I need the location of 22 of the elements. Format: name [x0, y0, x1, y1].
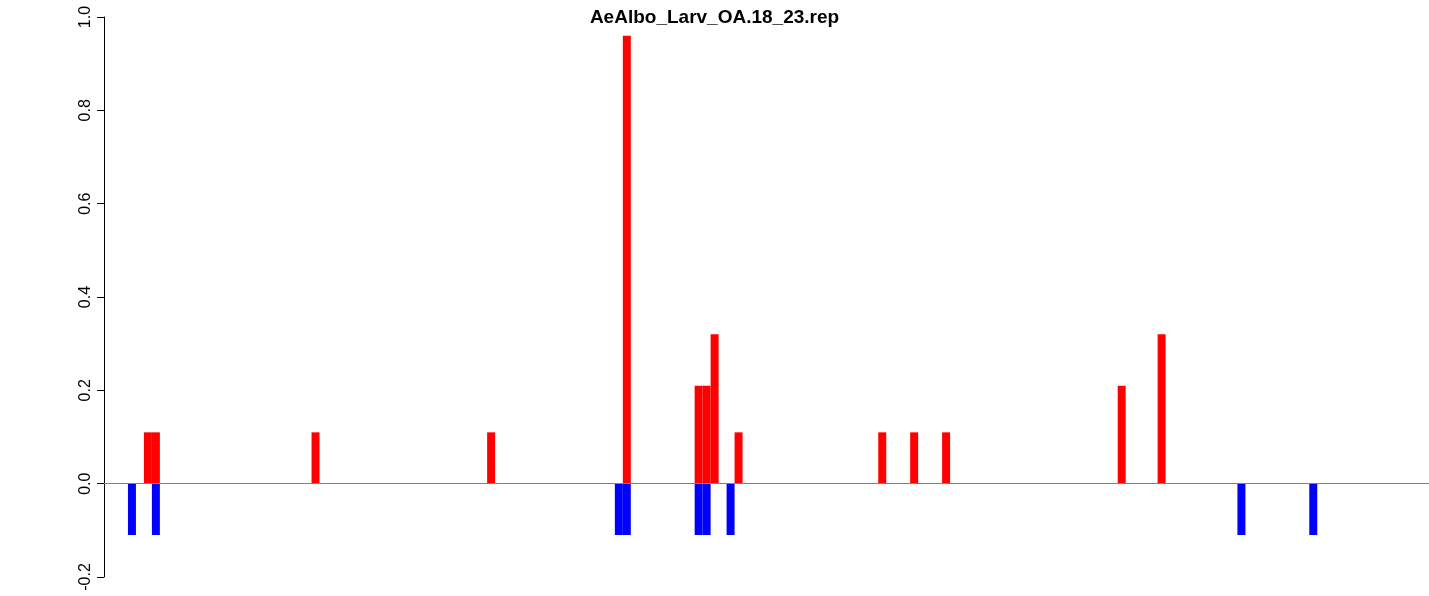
bar [734, 432, 743, 484]
bar [1117, 385, 1126, 484]
bar [487, 432, 496, 484]
bar [151, 483, 160, 535]
y-tick-label: 0.4 [75, 285, 93, 309]
bar [127, 483, 136, 535]
bar [311, 432, 320, 484]
bar [910, 432, 919, 484]
y-tick-label: 0.6 [75, 192, 93, 215]
bar [726, 483, 735, 535]
chart-title: AeAlbo_Larv_OA.18_23.rep [589, 6, 840, 27]
y-tick-label: 0.2 [75, 379, 93, 402]
y-tick-label: 1.0 [75, 5, 93, 29]
bar [1309, 483, 1318, 535]
bar [1157, 334, 1166, 484]
y-tick-label: 0.0 [75, 472, 93, 495]
bar [942, 432, 951, 484]
bar [1237, 483, 1246, 535]
y-tick-label: 0.8 [75, 99, 93, 122]
y-tick-label: -0.2 [75, 563, 93, 591]
bar [878, 432, 887, 484]
bar [622, 35, 631, 484]
